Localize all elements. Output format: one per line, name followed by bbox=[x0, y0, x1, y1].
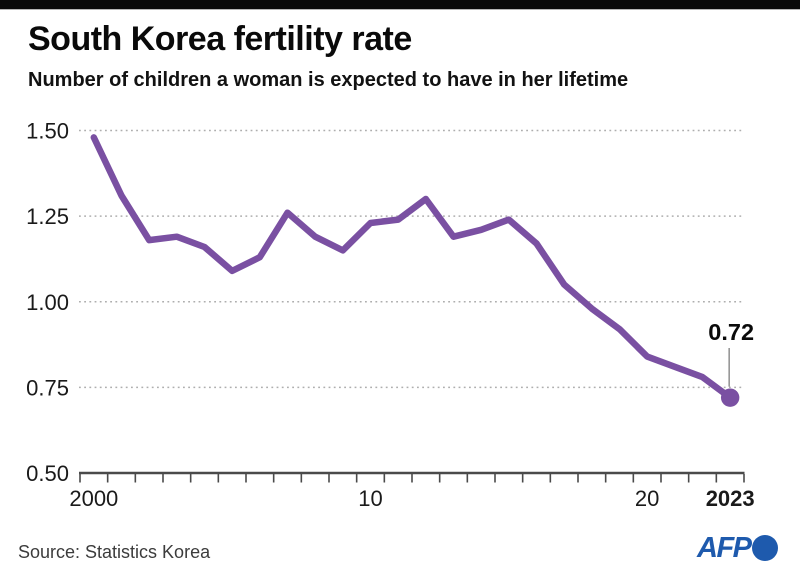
end-value-annotation: 0.72 bbox=[708, 319, 754, 345]
x-axis-label: 10 bbox=[358, 486, 382, 511]
y-axis-label: 0.50 bbox=[26, 461, 69, 486]
afp-logo: AFP bbox=[697, 532, 778, 564]
y-axis-label: 1.50 bbox=[26, 119, 69, 144]
source-note: Source: Statistics Korea bbox=[18, 542, 211, 562]
afp-logo-circle bbox=[751, 535, 778, 561]
end-point-marker bbox=[720, 388, 740, 407]
afp-logo-text: AFP bbox=[697, 532, 752, 564]
y-axis-label: 0.75 bbox=[26, 375, 69, 400]
top-bar bbox=[0, 0, 800, 10]
y-axis-label: 1.25 bbox=[26, 204, 69, 229]
y-axis-label: 1.00 bbox=[26, 290, 69, 315]
chart-title: South Korea fertility rate bbox=[28, 20, 412, 58]
chart-subtitle: Number of children a woman is expected t… bbox=[28, 69, 629, 91]
x-axis-label: 20 bbox=[635, 486, 659, 511]
x-axis-label: 2023 bbox=[706, 486, 755, 511]
x-axis-label: 2000 bbox=[69, 486, 118, 511]
fertility-line bbox=[90, 134, 734, 401]
